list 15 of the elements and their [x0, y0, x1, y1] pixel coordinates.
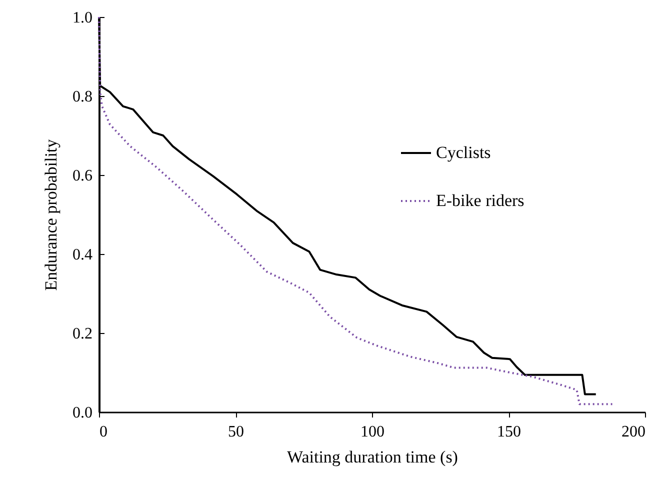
y-tick-label: 0.6 [72, 168, 92, 184]
x-axis-title: Waiting duration time (s) [287, 448, 458, 466]
x-tick-label: 100 [360, 424, 384, 440]
legend-label: E-bike riders [436, 191, 524, 210]
y-tick-label: 0.0 [72, 404, 92, 422]
x-tick-label: 50 [228, 424, 244, 440]
y-tick-label: 0.8 [72, 88, 92, 106]
y-axis-title: Endurance probability [42, 138, 60, 291]
y-tick-label: 0.2 [72, 326, 92, 342]
y-tick-label: 1.0 [72, 10, 92, 26]
legend-label: Cyclists [436, 143, 491, 162]
x-tick-label: 200 [622, 424, 646, 440]
x-tick-label: 0 [100, 424, 108, 440]
x-tick-label: 150 [497, 424, 521, 440]
y-tick-label: 0.4 [72, 246, 92, 264]
